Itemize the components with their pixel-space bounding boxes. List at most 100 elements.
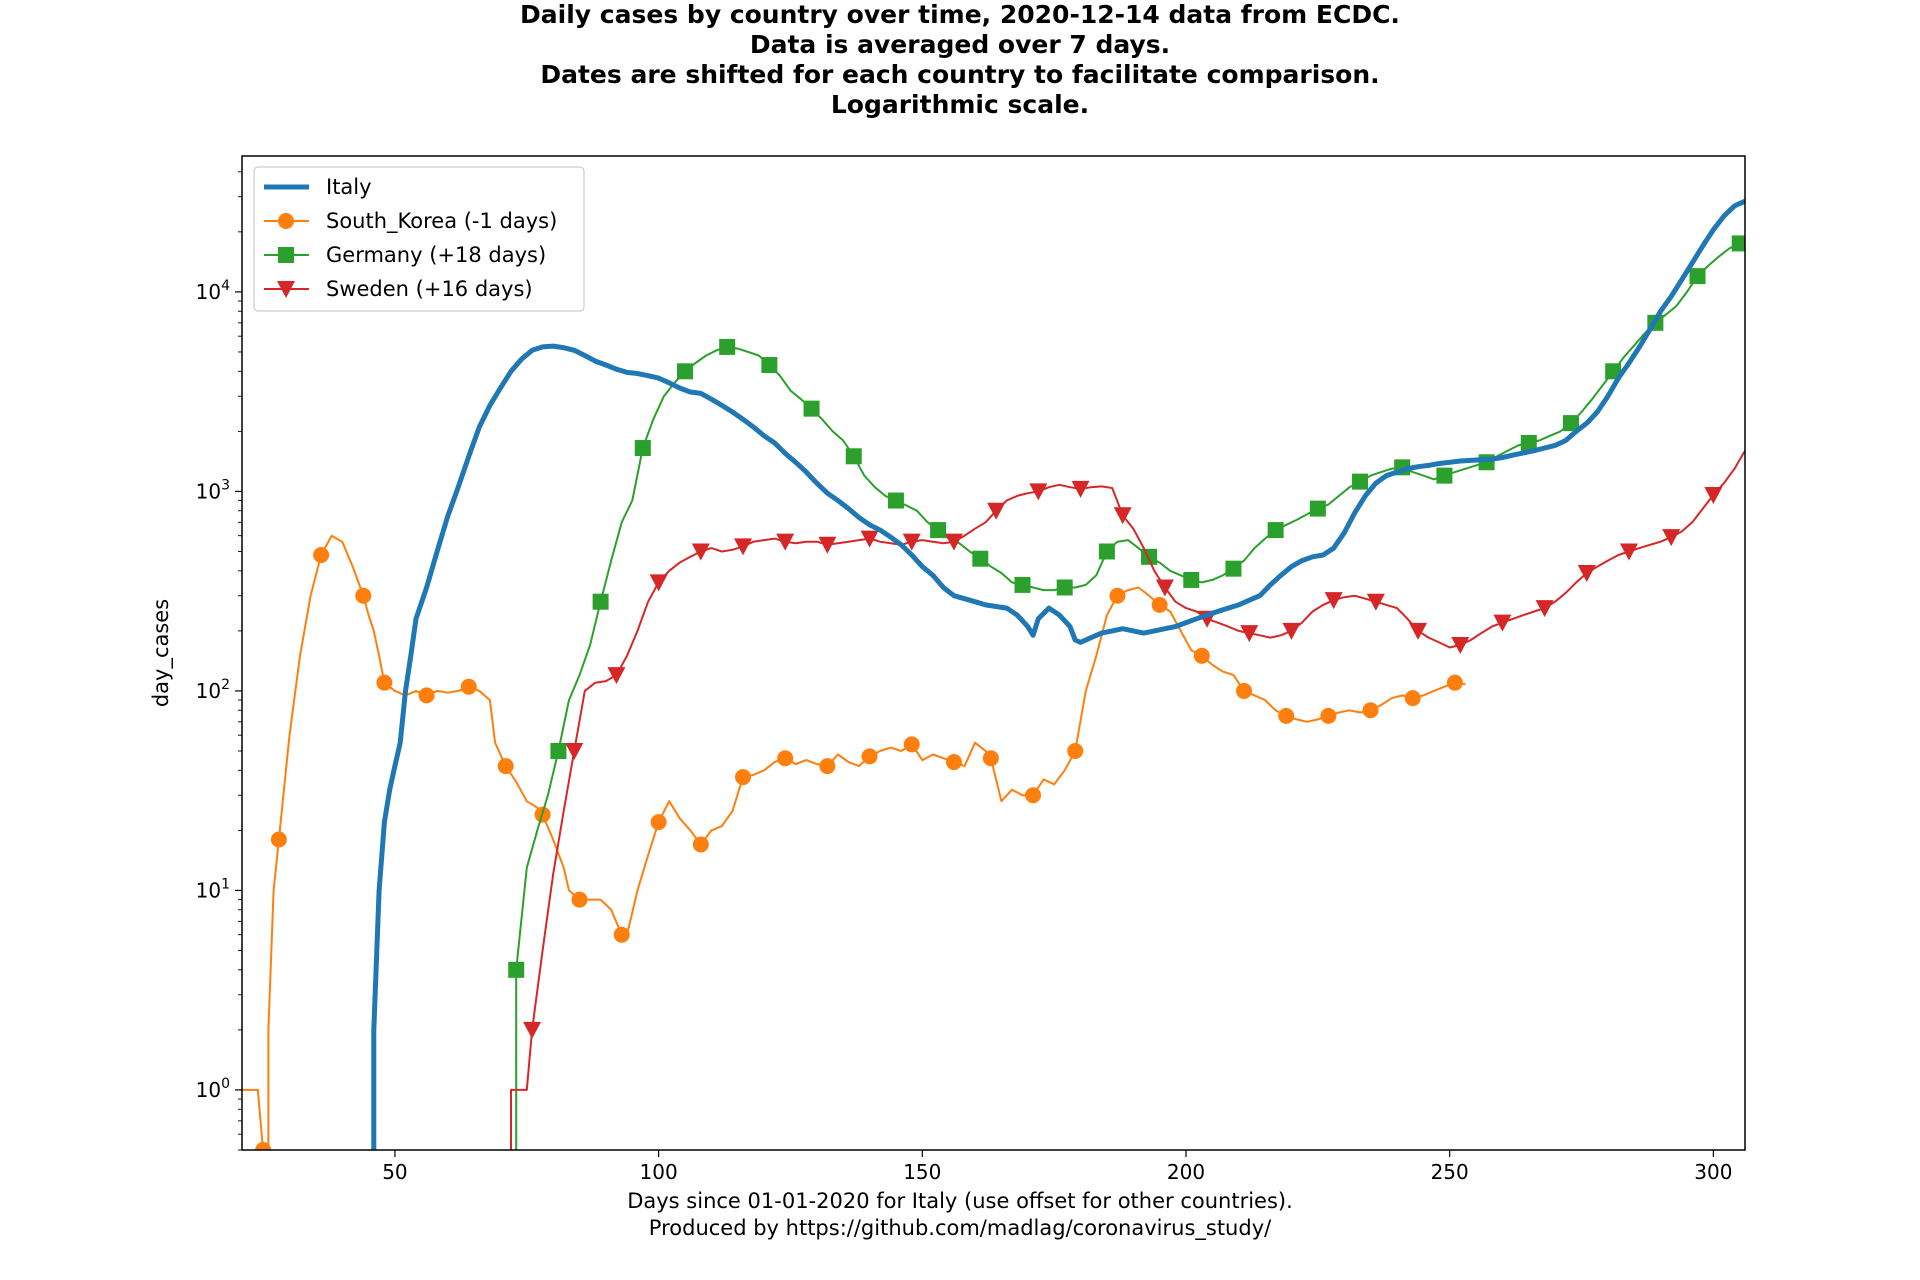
series-sweden bbox=[510, 357, 1891, 1150]
south-korea-marker bbox=[613, 926, 630, 943]
sweden-marker bbox=[1366, 593, 1385, 611]
germany-marker bbox=[972, 550, 989, 567]
germany-marker bbox=[508, 961, 525, 978]
south-korea-marker bbox=[376, 674, 393, 691]
south-korea-marker bbox=[982, 750, 999, 767]
y-axis-label: day_cases bbox=[149, 599, 174, 707]
sweden-line bbox=[510, 448, 1745, 1150]
south-korea-marker bbox=[1067, 742, 1084, 759]
sweden-marker bbox=[1071, 480, 1090, 498]
sweden-marker bbox=[1577, 565, 1596, 583]
sweden-marker bbox=[649, 574, 668, 592]
south-korea-marker bbox=[1025, 787, 1042, 804]
sweden-marker bbox=[1409, 622, 1428, 640]
sweden-marker bbox=[1747, 423, 1765, 440]
y-tick-label: 103 bbox=[196, 477, 230, 503]
south-korea-marker bbox=[497, 758, 514, 775]
sweden-marker bbox=[1493, 614, 1512, 632]
sweden-marker bbox=[1789, 380, 1807, 397]
x-tick-label: 50 bbox=[382, 1160, 407, 1184]
italy-line bbox=[371, 198, 1745, 1150]
germany-marker bbox=[1731, 235, 1745, 252]
legend-label: Italy bbox=[326, 175, 372, 199]
chart-title-line-3: Dates are shifted for each country to fa… bbox=[540, 60, 1380, 89]
sweden-marker bbox=[1282, 622, 1301, 640]
germany-marker bbox=[1520, 434, 1537, 451]
south-korea-marker bbox=[1320, 707, 1337, 724]
x-axis-label-line-2: Produced by https://github.com/madlag/co… bbox=[648, 1216, 1272, 1240]
sweden-marker bbox=[1240, 625, 1259, 643]
south-korea-marker bbox=[777, 750, 794, 767]
germany-marker bbox=[1267, 522, 1284, 539]
germany-marker bbox=[676, 363, 693, 380]
south-korea-marker bbox=[571, 891, 588, 908]
germany-marker bbox=[1225, 560, 1242, 577]
x-tick-label: 100 bbox=[640, 1160, 678, 1184]
sweden-marker bbox=[1873, 357, 1891, 374]
sweden-marker bbox=[1662, 529, 1681, 547]
south-korea-marker bbox=[1109, 587, 1126, 604]
south-korea-marker bbox=[1151, 596, 1168, 613]
chart-title-line-1: Daily cases by country over time, 2020-1… bbox=[520, 0, 1400, 29]
chart-title-line-2: Data is averaged over 7 days. bbox=[749, 30, 1171, 59]
legend-item-germany: Germany (+18 days) bbox=[264, 243, 546, 267]
x-axis: 50 100 150 200 250 300 bbox=[382, 1150, 1732, 1184]
germany-marker bbox=[1098, 543, 1115, 560]
x-tick-label: 300 bbox=[1694, 1160, 1732, 1184]
sweden-marker bbox=[1704, 486, 1723, 504]
south-korea-marker bbox=[735, 769, 751, 786]
legend-marker bbox=[277, 281, 295, 298]
sweden-marker bbox=[523, 1021, 542, 1039]
germany-marker bbox=[1056, 579, 1073, 596]
sweden-marker bbox=[818, 536, 837, 554]
south-korea-marker bbox=[945, 754, 962, 771]
germany-marker bbox=[1562, 415, 1579, 432]
legend-marker bbox=[278, 213, 294, 229]
series-italy bbox=[371, 198, 1745, 1150]
sweden-marker bbox=[1619, 543, 1638, 561]
germany-marker bbox=[761, 357, 778, 374]
germany-marker bbox=[550, 742, 567, 759]
chart-title-line-4: Logarithmic scale. bbox=[830, 90, 1090, 119]
y-tick-label: 101 bbox=[196, 876, 230, 902]
legend-label: Sweden (+16 days) bbox=[326, 277, 533, 301]
sweden-marker bbox=[902, 533, 921, 551]
legend-label: Germany (+18 days) bbox=[326, 243, 546, 267]
south-korea-marker bbox=[355, 587, 372, 604]
south-korea-marker bbox=[819, 758, 836, 775]
sweden-marker bbox=[1324, 592, 1343, 610]
sweden-marker bbox=[607, 667, 626, 685]
south-korea-marker bbox=[650, 814, 667, 831]
germany-marker bbox=[1352, 473, 1369, 490]
series-germany bbox=[508, 231, 1790, 1150]
germany-marker bbox=[1141, 548, 1158, 565]
germany-marker bbox=[1605, 363, 1622, 380]
germany-marker bbox=[1774, 231, 1790, 247]
germany-marker bbox=[887, 492, 904, 509]
germany-marker bbox=[1309, 500, 1326, 517]
south-korea-marker bbox=[692, 836, 709, 853]
south-korea-marker bbox=[861, 748, 878, 765]
south-korea-marker bbox=[255, 1142, 272, 1150]
legend-item-south-korea: South_Korea (-1 days) bbox=[264, 209, 557, 234]
sweden-marker bbox=[1535, 600, 1554, 618]
sweden-marker bbox=[860, 530, 879, 548]
germany-marker bbox=[592, 593, 609, 610]
sweden-marker bbox=[565, 742, 584, 760]
south-korea-marker bbox=[1404, 690, 1421, 707]
south-korea-marker bbox=[313, 547, 330, 564]
series-south-korea bbox=[242, 534, 1466, 1150]
south-korea-marker bbox=[270, 831, 287, 848]
germany-marker bbox=[1436, 467, 1453, 484]
legend-item-italy: Italy bbox=[264, 175, 372, 199]
x-tick-label: 250 bbox=[1431, 1160, 1469, 1184]
legend-box bbox=[253, 166, 585, 312]
germany-marker bbox=[803, 400, 820, 417]
sweden-marker bbox=[691, 543, 710, 561]
legend-marker bbox=[278, 247, 294, 263]
chart-title: Daily cases by country over time, 2020-1… bbox=[0, 0, 1920, 120]
germany-marker bbox=[1689, 268, 1706, 285]
x-axis-label-line-1: Days since 01-01-2020 for Italy (use off… bbox=[627, 1189, 1293, 1213]
x-axis-label: Days since 01-01-2020 for Italy (use off… bbox=[0, 1188, 1920, 1242]
legend-label: South_Korea (-1 days) bbox=[326, 209, 557, 234]
